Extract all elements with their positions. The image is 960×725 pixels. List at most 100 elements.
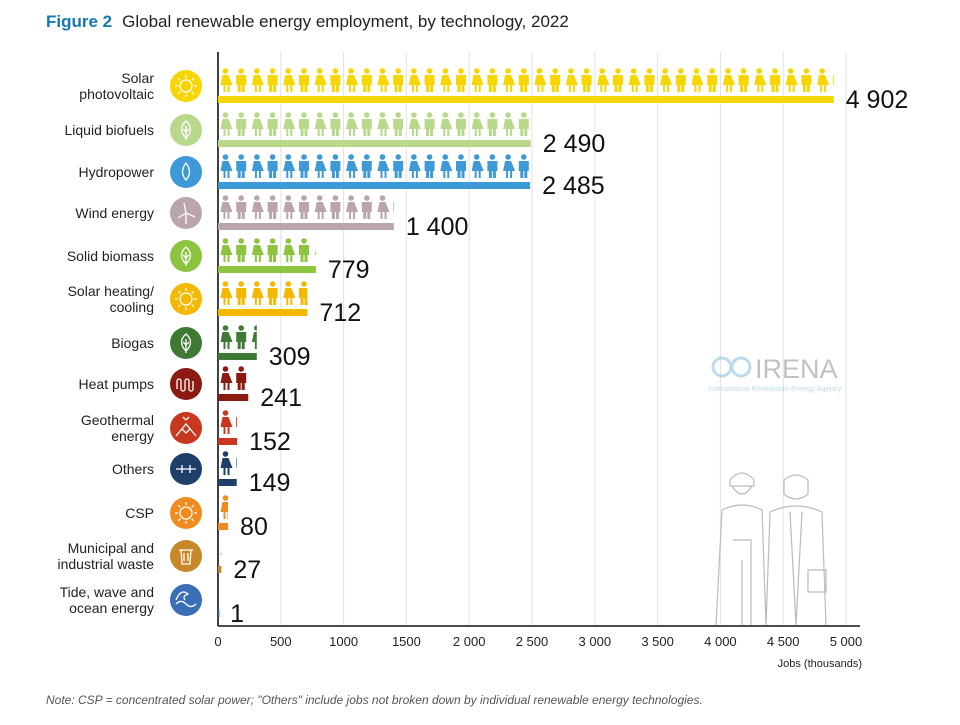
person-head bbox=[740, 68, 747, 74]
category-label-line: CSP bbox=[125, 505, 154, 521]
person-head bbox=[285, 281, 292, 287]
person-man bbox=[770, 75, 780, 92]
person-man bbox=[393, 119, 404, 136]
person-head bbox=[395, 195, 401, 201]
person-man bbox=[236, 75, 247, 92]
person-man bbox=[518, 119, 529, 136]
person-head bbox=[254, 68, 260, 74]
person-head bbox=[332, 68, 339, 74]
value-label: 2 485 bbox=[542, 172, 605, 200]
person-woman bbox=[440, 75, 453, 92]
person-head bbox=[505, 112, 511, 118]
person-woman bbox=[660, 75, 673, 92]
category-label: Geothermal energy bbox=[81, 412, 154, 444]
figure-number: Figure 2 bbox=[46, 12, 113, 31]
person-head bbox=[662, 68, 668, 74]
wind-turbine-icon bbox=[170, 197, 202, 229]
person-head bbox=[536, 68, 543, 74]
value-label: 1 bbox=[230, 600, 244, 628]
person-head bbox=[835, 68, 841, 74]
person-head bbox=[819, 68, 825, 74]
bar-figures bbox=[220, 195, 401, 219]
person-woman bbox=[346, 202, 359, 219]
sun-ray bbox=[191, 290, 195, 294]
person-man bbox=[613, 75, 623, 92]
bar bbox=[218, 523, 229, 530]
person-woman bbox=[283, 288, 296, 305]
person-head bbox=[222, 366, 229, 372]
category-label-line: photovoltaic bbox=[79, 86, 154, 102]
category-label-line: Wind energy bbox=[75, 205, 154, 221]
person-man bbox=[361, 202, 372, 219]
person-man bbox=[424, 75, 435, 92]
x-tick-label: 0 bbox=[214, 634, 221, 649]
bar-row: Geothermal energy 152 bbox=[81, 410, 291, 456]
category-label-line: Solar bbox=[121, 70, 154, 86]
value-label: 309 bbox=[269, 343, 311, 371]
volcano bbox=[175, 416, 197, 437]
person-head bbox=[222, 68, 229, 74]
person-man bbox=[518, 161, 529, 178]
logo-ring bbox=[730, 356, 752, 378]
bar-row: Wind energy 1 400 bbox=[75, 195, 468, 241]
bar-figures bbox=[220, 112, 529, 136]
person-head bbox=[238, 366, 244, 372]
person-head bbox=[411, 154, 417, 160]
person-head bbox=[411, 112, 417, 118]
figure-title: Figure 2 Global renewable energy employme… bbox=[46, 12, 569, 32]
person-head bbox=[269, 112, 276, 118]
person-head bbox=[442, 154, 449, 160]
bar bbox=[218, 309, 308, 316]
person-head bbox=[332, 154, 339, 160]
sun-ray bbox=[177, 91, 181, 95]
person-head bbox=[473, 112, 480, 118]
person-woman bbox=[220, 502, 229, 519]
bar bbox=[218, 438, 238, 445]
person-woman bbox=[408, 75, 421, 92]
trash-bin-icon bbox=[170, 540, 202, 572]
bar-row: Solar heating/cooling 712 bbox=[68, 281, 361, 327]
category-label-line: Hydropower bbox=[79, 164, 155, 180]
person-woman bbox=[283, 202, 296, 219]
person-head bbox=[693, 68, 700, 74]
sun-ray bbox=[177, 504, 181, 508]
x-axis-label: Jobs (thousands) bbox=[778, 658, 862, 670]
person-woman bbox=[220, 332, 233, 349]
person-man bbox=[518, 75, 529, 92]
icon-circle bbox=[170, 412, 202, 444]
person-woman bbox=[220, 417, 233, 434]
person-head bbox=[772, 68, 778, 74]
person-woman bbox=[346, 75, 359, 92]
bar-figures bbox=[220, 410, 238, 434]
leaf-icon bbox=[170, 240, 202, 272]
person-woman bbox=[220, 75, 233, 92]
bar-figures bbox=[220, 550, 222, 555]
person-man bbox=[487, 119, 498, 136]
bar-figures bbox=[220, 281, 308, 305]
person-head bbox=[568, 68, 574, 74]
bar-figures bbox=[220, 238, 316, 262]
person-man bbox=[267, 75, 278, 92]
category-label: Liquid biofuels bbox=[64, 122, 154, 138]
person-man bbox=[299, 161, 309, 178]
bar bbox=[218, 96, 834, 103]
person-woman bbox=[283, 161, 296, 178]
person-head bbox=[521, 68, 527, 74]
person-head bbox=[222, 281, 229, 287]
person-head bbox=[269, 238, 276, 244]
icon-circle bbox=[170, 540, 202, 572]
person-man bbox=[801, 75, 812, 92]
person-head bbox=[223, 582, 229, 588]
person-woman bbox=[722, 75, 735, 92]
sun-core bbox=[179, 292, 193, 306]
person-woman bbox=[346, 161, 359, 178]
icon-circle bbox=[170, 156, 202, 188]
person-man bbox=[299, 75, 309, 92]
person-head bbox=[285, 154, 292, 160]
person-man bbox=[267, 245, 278, 262]
person-head bbox=[364, 154, 370, 160]
person-head bbox=[332, 195, 339, 201]
bar-figures bbox=[220, 325, 257, 349]
person-head bbox=[301, 238, 307, 244]
person-head bbox=[332, 112, 339, 118]
